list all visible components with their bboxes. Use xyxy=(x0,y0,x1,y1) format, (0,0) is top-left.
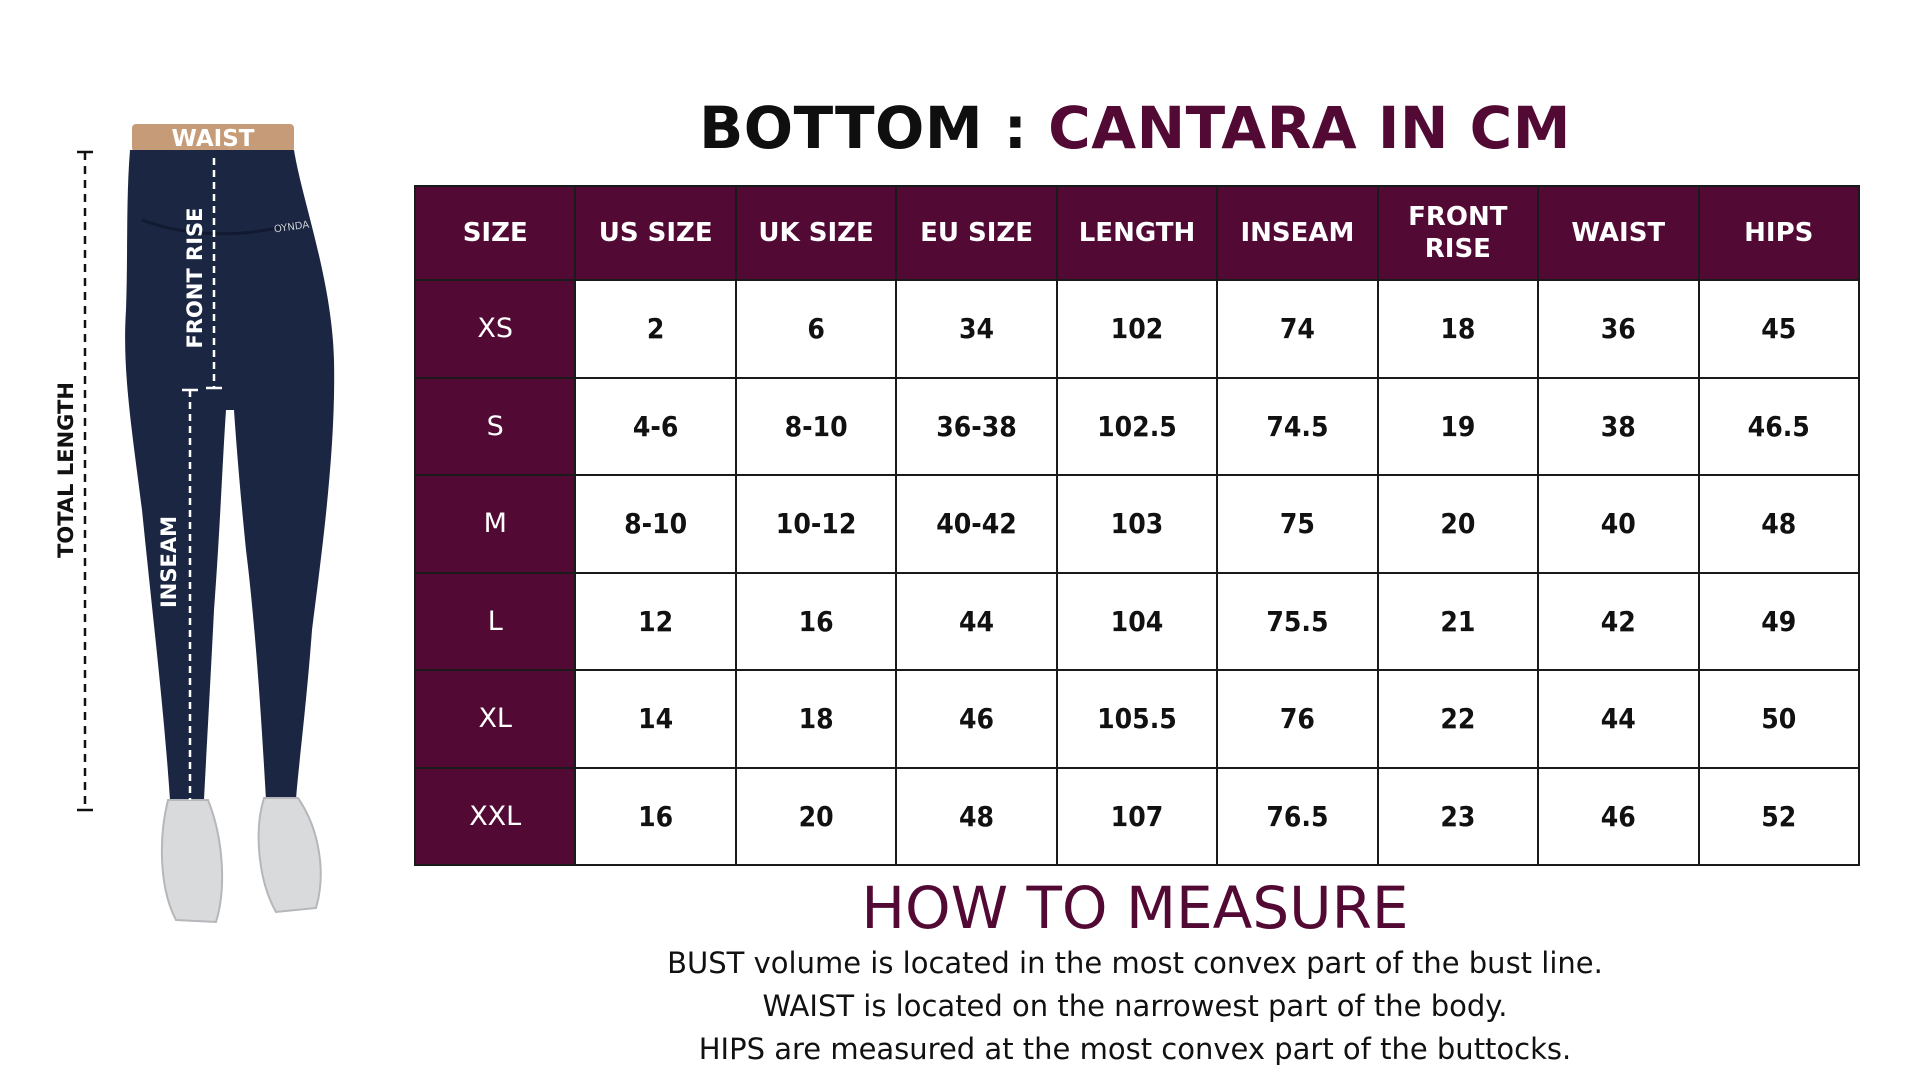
waist-label: WAIST xyxy=(172,126,255,152)
table-cell: 76 xyxy=(1216,669,1379,769)
header-us-size: US SIZE xyxy=(574,185,737,281)
table-cell: 20 xyxy=(1376,474,1540,574)
table-cell: 18 xyxy=(1376,279,1540,379)
header-length: LENGTH xyxy=(1055,185,1219,281)
how-to-measure-text: BUST volume is located in the most conve… xyxy=(415,942,1855,1071)
size-label-cell: XL xyxy=(413,669,577,769)
table-cell: 44 xyxy=(1537,669,1700,769)
table-cell: 38 xyxy=(1537,376,1700,476)
measure-instruction-bust: BUST volume is located in the most conve… xyxy=(667,946,1603,980)
waistband xyxy=(132,124,294,152)
table-cell: 75 xyxy=(1216,474,1379,574)
total-length-label: TOTAL LENGTH xyxy=(54,382,78,558)
header-eu-size: EU SIZE xyxy=(895,185,1058,281)
table-cell: 18 xyxy=(734,669,898,769)
table-cell: 34 xyxy=(895,279,1058,379)
table-cell: 45 xyxy=(1697,279,1860,379)
table-cell: 36-38 xyxy=(895,376,1058,476)
pants-waist-seam xyxy=(141,218,299,236)
table-cell: 105.5 xyxy=(1055,669,1219,769)
table-cell: 48 xyxy=(895,766,1058,866)
table-cell: 8-10 xyxy=(734,376,898,476)
header-row: SIZE US SIZE UK SIZE EU SIZE LENGTH INSE… xyxy=(413,185,1860,281)
table-cell: 49 xyxy=(1697,571,1860,671)
table-cell: 46 xyxy=(1537,766,1700,866)
table-cell: 104 xyxy=(1055,571,1219,671)
table-cell: 36 xyxy=(1537,279,1700,379)
size-label-cell: XS xyxy=(413,279,577,379)
how-to-measure-title: HOW TO MEASURE xyxy=(861,874,1409,942)
table-cell: 103 xyxy=(1055,474,1219,574)
table-cell: 48 xyxy=(1697,474,1860,574)
table-cell: 19 xyxy=(1376,376,1540,476)
table-row: XXL 16 20 48 107 76.5 23 46 52 xyxy=(413,766,1860,866)
measure-instruction-waist: WAIST is located on the narrowest part o… xyxy=(762,989,1508,1023)
table-row: L 12 16 44 104 75.5 21 42 49 xyxy=(413,571,1860,671)
table-cell: 14 xyxy=(574,669,737,769)
table-cell: 74 xyxy=(1216,279,1379,379)
table-cell: 12 xyxy=(574,571,737,671)
table-row: S 4-6 8-10 36-38 102.5 74.5 19 38 46.5 xyxy=(413,376,1860,476)
size-label-cell: S xyxy=(413,376,577,476)
table-row: M 8-10 10-12 40-42 103 75 20 40 48 xyxy=(413,474,1860,574)
header-waist: WAIST xyxy=(1537,185,1700,281)
table-cell: 44 xyxy=(895,571,1058,671)
size-label-cell: L xyxy=(413,571,577,671)
table-cell: 23 xyxy=(1376,766,1540,866)
measurement-figure: WAIST OYNDA TOTAL LENGTH FRONT RISE INSE… xyxy=(40,110,360,930)
table-cell: 40 xyxy=(1537,474,1700,574)
table-cell: 52 xyxy=(1697,766,1860,866)
header-size: SIZE xyxy=(413,185,577,281)
header-hips: HIPS xyxy=(1697,185,1860,281)
table-header: SIZE US SIZE UK SIZE EU SIZE LENGTH INSE… xyxy=(413,185,1860,281)
table-cell: 6 xyxy=(734,279,898,379)
pants-shape xyxy=(125,150,335,800)
table-cell: 107 xyxy=(1055,766,1219,866)
size-label-cell: M xyxy=(413,474,577,574)
table-cell: 75.5 xyxy=(1216,571,1379,671)
header-inseam: INSEAM xyxy=(1216,185,1379,281)
size-chart-table: SIZE US SIZE UK SIZE EU SIZE LENGTH INSE… xyxy=(413,185,1860,866)
table-cell: 16 xyxy=(734,571,898,671)
measure-instruction-hips: HIPS are measured at the most convex par… xyxy=(698,1032,1572,1066)
table-cell: 102 xyxy=(1055,279,1219,379)
table-cell: 46.5 xyxy=(1697,376,1860,476)
inseam-label: INSEAM xyxy=(157,516,181,608)
right-shoe xyxy=(257,797,322,914)
pants-illustration: WAIST OYNDA TOTAL LENGTH FRONT RISE INSE… xyxy=(54,124,335,924)
table-row: XL 14 18 46 105.5 76 22 44 50 xyxy=(413,669,1860,769)
title-accent: CANTARA IN CM xyxy=(1048,94,1571,162)
table-cell: 8-10 xyxy=(574,474,737,574)
header-uk-size: UK SIZE xyxy=(734,185,898,281)
table-cell: 22 xyxy=(1376,669,1540,769)
table-cell: 4-6 xyxy=(574,376,737,476)
table-cell: 50 xyxy=(1697,669,1860,769)
front-rise-label: FRONT RISE xyxy=(183,207,207,348)
table-cell: 20 xyxy=(734,766,898,866)
table-row: XS 2 6 34 102 74 18 36 45 xyxy=(413,279,1860,379)
table-cell: 42 xyxy=(1537,571,1700,671)
table-cell: 102.5 xyxy=(1055,376,1219,476)
table-cell: 21 xyxy=(1376,571,1540,671)
table-cell: 76.5 xyxy=(1216,766,1379,866)
header-front-rise: FRONT RISE xyxy=(1376,185,1540,281)
table-body: XS 2 6 34 102 74 18 36 45 S 4-6 8-10 36-38 102.5 74.5 1… xyxy=(413,279,1860,866)
table-cell: 2 xyxy=(574,279,737,379)
table-cell: 74.5 xyxy=(1216,376,1379,476)
brand-mark: OYNDA xyxy=(273,220,310,236)
left-shoe xyxy=(160,799,224,924)
size-label-cell: XXL xyxy=(413,766,577,866)
table-cell: 16 xyxy=(574,766,737,866)
page-title: BOTTOM : CANTARA IN CM xyxy=(415,88,1855,168)
table-cell: 10-12 xyxy=(734,474,898,574)
table-cell: 40-42 xyxy=(895,474,1058,574)
table-cell: 46 xyxy=(895,669,1058,769)
title-main: BOTTOM : xyxy=(699,94,1049,162)
